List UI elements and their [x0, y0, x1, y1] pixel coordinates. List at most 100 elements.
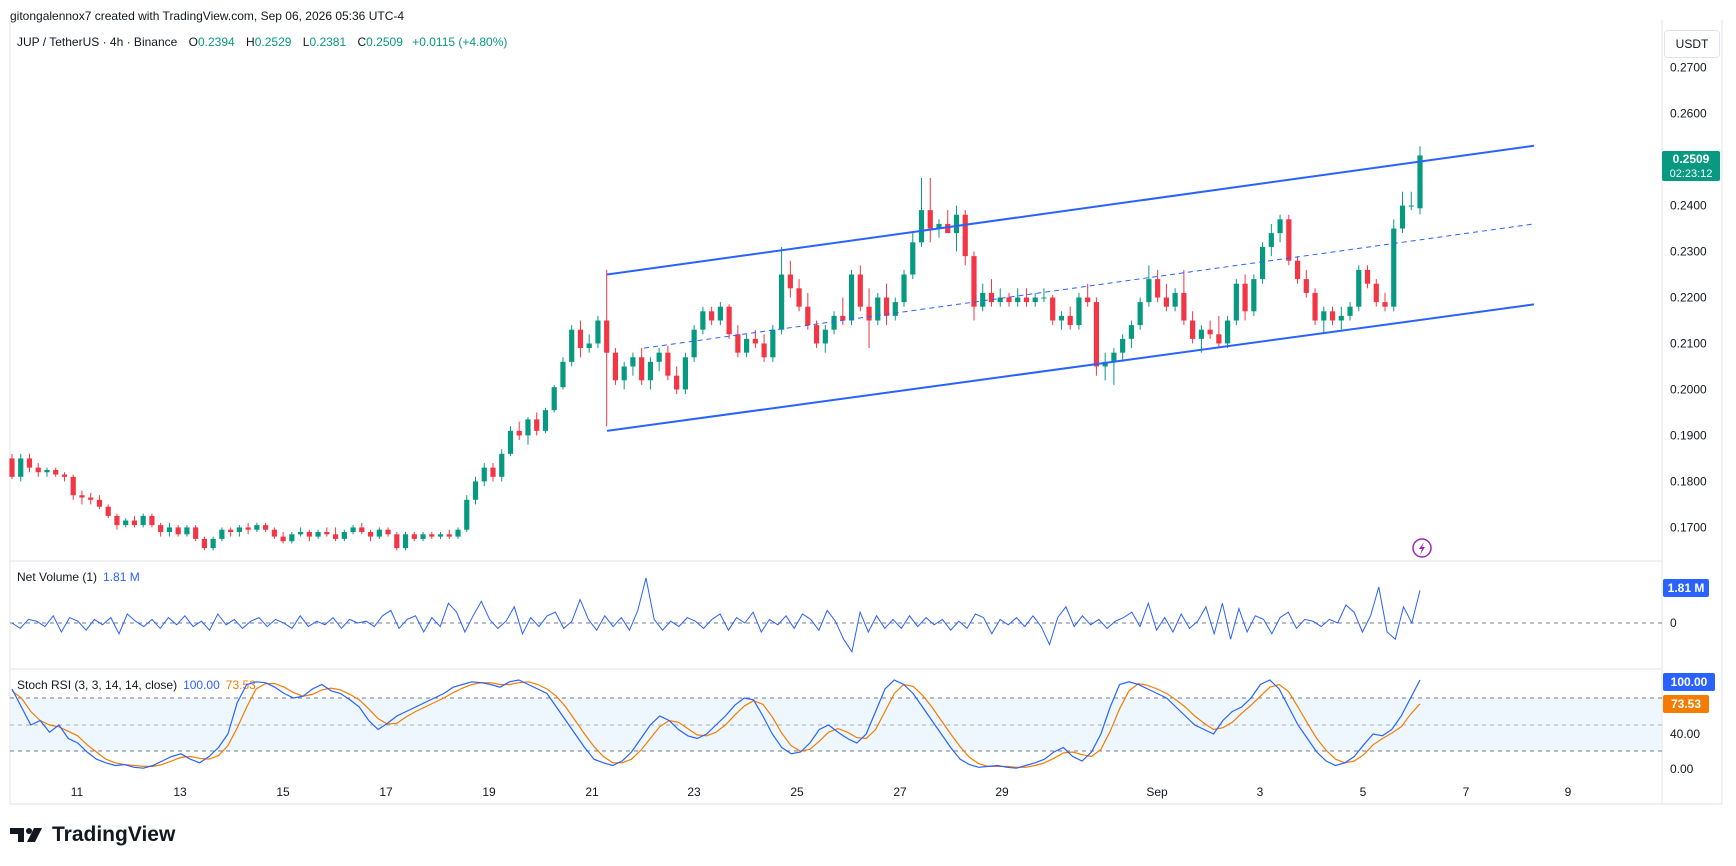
- candle-body: [630, 357, 636, 367]
- candle-body: [79, 495, 85, 498]
- candle-body: [962, 214, 968, 257]
- time-tick-label: 11: [71, 785, 84, 799]
- candle-body: [700, 311, 706, 330]
- candle-body: [822, 329, 828, 344]
- tradingview-brand: TradingView: [52, 823, 176, 846]
- candle-body: [271, 529, 277, 537]
- time-tick-label: 13: [173, 785, 187, 799]
- candle-body: [289, 534, 295, 542]
- candle-body: [254, 525, 260, 530]
- parallel-channel[interactable]: [606, 144, 1535, 432]
- candle-body: [1041, 297, 1047, 299]
- candle-body: [945, 223, 951, 234]
- candle-body: [918, 210, 925, 243]
- candle-body: [297, 532, 304, 535]
- candle-body: [1172, 292, 1178, 307]
- candle-body: [691, 329, 697, 358]
- candle-body: [534, 419, 540, 431]
- candle-body: [131, 520, 138, 526]
- time-tick-label: Sep: [1146, 785, 1168, 799]
- candle-body: [446, 534, 452, 537]
- candle-body: [1163, 297, 1169, 307]
- candle-body: [140, 515, 146, 526]
- candle-body: [385, 529, 391, 535]
- candle-body: [980, 292, 986, 307]
- candle-body: [595, 320, 601, 344]
- candle-body: [1408, 205, 1414, 207]
- candle-body: [1015, 297, 1021, 303]
- time-axis[interactable]: 11 13 15 17 19 21 23 25 27 29 Sep 3 5 7 9: [71, 785, 1572, 799]
- candle-body: [1032, 297, 1038, 303]
- stoch-tick-0: 0.00: [1670, 762, 1694, 776]
- candle-body: [516, 430, 522, 436]
- tradingview-logo[interactable]: TradingView: [10, 823, 175, 847]
- stoch-d-line: [11, 681, 1421, 768]
- candle-body: [263, 525, 269, 530]
- symbol-legend: JUP / TetherUS · 4h · Binance O0.2394 H0…: [17, 35, 507, 49]
- time-tick-label: 5: [1360, 785, 1367, 799]
- candlestick-series: [9, 146, 1423, 551]
- channel-lower-line[interactable]: [606, 303, 1535, 432]
- candle-body: [1321, 311, 1327, 321]
- candle-body: [665, 352, 671, 376]
- candle-body: [560, 361, 566, 388]
- candle-body: [455, 529, 461, 537]
- high-label: H: [246, 35, 255, 49]
- candle-body: [805, 306, 811, 326]
- candle-body: [569, 329, 575, 362]
- net-volume-value: 1.81 M: [103, 570, 140, 584]
- candle-body: [394, 534, 400, 549]
- candle-body: [1155, 279, 1161, 298]
- candle-body: [761, 343, 767, 358]
- price-axis[interactable]: 0.27000.26000.25000.24000.23000.22000.21…: [1670, 61, 1707, 535]
- candle-body: [752, 338, 758, 344]
- currency-selector[interactable]: USDT: [1664, 30, 1720, 58]
- candle-body: [184, 527, 190, 535]
- candle-body: [639, 357, 645, 381]
- candle-body: [1286, 219, 1292, 261]
- price-tick-label: 0.2600: [1670, 107, 1707, 121]
- candle-body: [193, 527, 199, 539]
- candle-body: [1373, 283, 1379, 303]
- candle-body: [1093, 302, 1100, 367]
- price-tick-label: 0.2100: [1670, 336, 1707, 350]
- channel-upper-line[interactable]: [606, 144, 1535, 276]
- open-label: O: [188, 35, 198, 49]
- net-volume-label[interactable]: Net Volume (1): [17, 570, 98, 584]
- stoch-k-line: [11, 679, 1421, 769]
- candle-body: [971, 256, 977, 307]
- candle-body: [332, 534, 339, 539]
- candle-body: [149, 515, 155, 526]
- stoch-rsi-label[interactable]: Stoch RSI (3, 3, 14, 14, close): [17, 678, 178, 692]
- symbol-name[interactable]: JUP / TetherUS · 4h · Binance: [17, 35, 178, 49]
- candle-body: [53, 469, 59, 475]
- candle-body: [1242, 283, 1248, 312]
- net-volume-line: [11, 577, 1421, 654]
- lightning-glyph-icon: [1419, 542, 1425, 555]
- candle-body: [525, 419, 531, 436]
- candle-body: [1023, 297, 1030, 303]
- candle-body: [735, 334, 741, 353]
- candle-body: [988, 292, 995, 303]
- candle-body: [1128, 325, 1135, 339]
- candle-body: [1347, 306, 1353, 316]
- candle-body: [883, 297, 890, 316]
- candle-body: [472, 481, 479, 500]
- candle-body: [105, 506, 111, 516]
- candle-body: [621, 366, 627, 381]
- chart-header-title: gitongalennox7 created with TradingView.…: [10, 9, 405, 23]
- change-value: +0.0115 (+4.80%): [412, 35, 508, 49]
- stoch-k-value: 100.00: [183, 678, 220, 692]
- candle-body: [507, 430, 514, 454]
- candle-body: [88, 497, 94, 500]
- price-tick-label: 0.2400: [1670, 199, 1707, 213]
- candle-body: [997, 297, 1003, 303]
- candle-body: [1076, 297, 1082, 326]
- candle-body: [936, 223, 942, 229]
- candle-body: [1329, 311, 1336, 321]
- candle-body: [490, 467, 496, 477]
- candle-body: [1417, 155, 1423, 209]
- channel-mid-line[interactable]: [644, 223, 1535, 349]
- price-tick-label: 0.1700: [1670, 520, 1707, 534]
